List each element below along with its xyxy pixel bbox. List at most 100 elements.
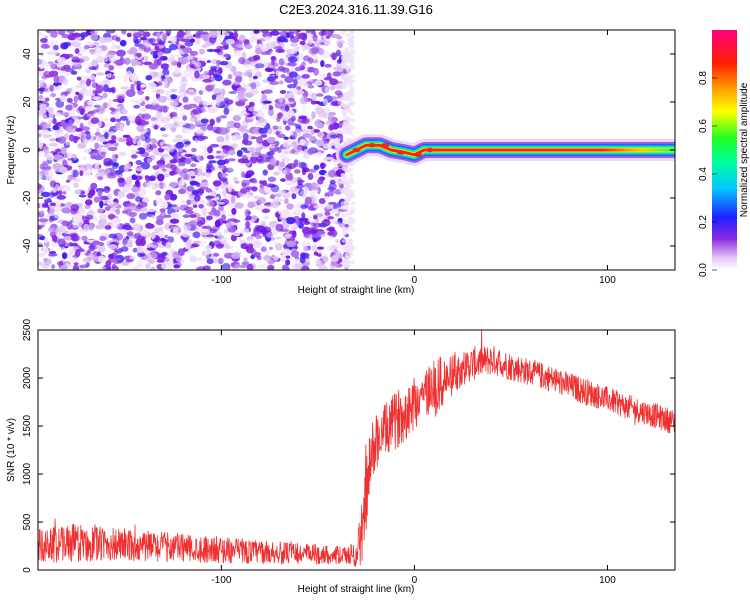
- noise-blob: [264, 250, 270, 256]
- noise-blob: [53, 153, 62, 161]
- noise-blob: [214, 74, 223, 82]
- noise-blob: [47, 227, 56, 233]
- noise-blob: [343, 80, 349, 85]
- noise-blob: [160, 63, 170, 70]
- noise-blob: [331, 52, 337, 61]
- noise-blob: [151, 182, 159, 190]
- noise-blob: [285, 174, 294, 181]
- noise-blob: [267, 136, 275, 144]
- noise-blob: [206, 60, 211, 63]
- noise-blob: [38, 71, 44, 77]
- noise-blob: [94, 161, 100, 166]
- noise-blob: [115, 208, 121, 215]
- noise-blob: [102, 117, 110, 122]
- noise-blob: [343, 168, 349, 173]
- noise-blob: [150, 144, 157, 149]
- noise-blob: [347, 225, 353, 230]
- noise-blob: [133, 40, 140, 45]
- noise-blob: [124, 255, 129, 260]
- noise-blob: [314, 79, 323, 86]
- noise-blob: [266, 83, 275, 91]
- noise-blob: [88, 223, 94, 231]
- noise-blob: [280, 74, 286, 79]
- noise-blob: [232, 71, 243, 77]
- noise-blob: [256, 255, 262, 261]
- noise-blob: [314, 257, 321, 264]
- noise-blob: [233, 232, 241, 237]
- noise-blob: [344, 187, 350, 192]
- noise-blob: [275, 223, 284, 232]
- noise-blob: [246, 263, 254, 270]
- noise-blob: [278, 153, 288, 160]
- noise-blob: [164, 156, 171, 163]
- noise-blob: [348, 173, 354, 178]
- noise-blob: [285, 217, 296, 225]
- noise-blob: [54, 112, 61, 117]
- noise-blob: [149, 175, 156, 180]
- noise-blob: [327, 186, 336, 191]
- noise-blob: [206, 258, 214, 265]
- noise-blob: [255, 205, 265, 211]
- noise-blob: [73, 95, 79, 103]
- noise-blob: [38, 133, 42, 138]
- noise-blob: [81, 75, 90, 79]
- noise-blob: [333, 243, 342, 250]
- noise-blob: [187, 177, 196, 182]
- noise-blob: [296, 86, 302, 91]
- noise-blob: [247, 201, 255, 209]
- noise-blob: [50, 30, 58, 38]
- noise-blob: [303, 44, 310, 51]
- noise-blob: [197, 188, 205, 195]
- noise-blob: [62, 78, 69, 86]
- noise-blob: [108, 244, 118, 250]
- noise-blob: [130, 58, 137, 67]
- noise-blob: [289, 36, 300, 43]
- noise-blob: [216, 136, 225, 143]
- noise-blob: [52, 86, 59, 91]
- noise-blob: [331, 255, 339, 263]
- noise-blob: [334, 137, 341, 143]
- noise-blob: [243, 257, 248, 263]
- noise-blob: [99, 200, 104, 209]
- noise-blob: [144, 136, 151, 144]
- noise-blob: [136, 80, 142, 85]
- noise-blob: [66, 30, 76, 34]
- colorbar-gradient: [712, 30, 737, 270]
- noise-blob: [78, 194, 87, 198]
- noise-blob: [155, 88, 165, 95]
- noise-blob: [99, 195, 109, 201]
- noise-blob: [147, 251, 158, 260]
- noise-blob: [111, 206, 117, 212]
- noise-blob: [327, 190, 334, 197]
- noise-blob: [286, 240, 297, 248]
- noise-blob: [171, 116, 181, 120]
- noise-blob: [350, 56, 355, 61]
- noise-blob: [103, 157, 113, 164]
- noise-blob: [40, 210, 45, 214]
- noise-blob: [104, 131, 109, 139]
- noise-blob: [161, 134, 169, 137]
- noise-blob: [201, 208, 208, 216]
- noise-blob: [101, 79, 111, 88]
- noise-blob: [292, 210, 302, 216]
- noise-blob: [151, 89, 157, 93]
- noise-blob: [48, 253, 58, 257]
- noise-blob: [39, 103, 47, 111]
- noise-blob: [167, 236, 175, 243]
- noise-blob: [132, 136, 137, 145]
- noise-blob: [129, 217, 136, 224]
- noise-blob: [348, 132, 354, 137]
- noise-blob: [293, 169, 301, 174]
- noise-blob: [219, 100, 230, 109]
- noise-blob: [224, 228, 229, 235]
- noise-blob: [152, 71, 158, 78]
- noise-blob: [169, 111, 178, 119]
- noise-blob: [269, 158, 277, 166]
- noise-blob: [126, 32, 132, 38]
- noise-blob: [140, 84, 147, 88]
- noise-blob: [304, 196, 313, 205]
- noise-blob: [72, 135, 79, 144]
- noise-blob: [253, 30, 260, 34]
- noise-blob: [165, 32, 171, 37]
- noise-blob: [251, 99, 258, 103]
